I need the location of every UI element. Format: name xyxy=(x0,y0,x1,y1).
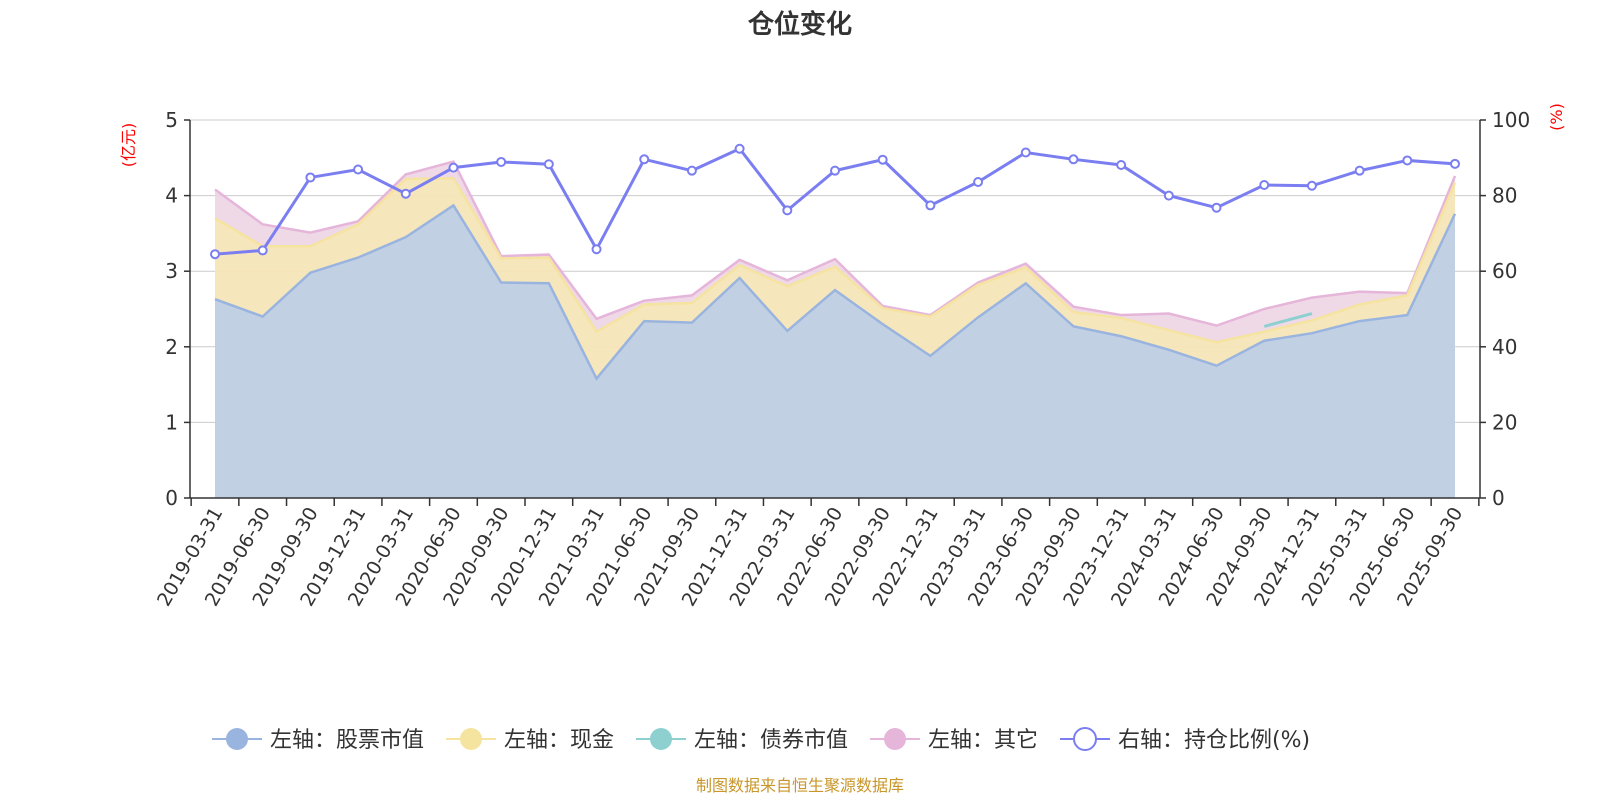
legend-bond: 左轴：债券市值 xyxy=(636,728,848,753)
source-note: 制图数据来自恒生聚源数据库 xyxy=(696,776,904,795)
left-tick-label: 4 xyxy=(165,184,178,208)
right-tick-label: 40 xyxy=(1492,335,1517,359)
right-tick-label: 0 xyxy=(1492,486,1505,510)
cash-area-edge xyxy=(214,176,1457,344)
ratio-point xyxy=(877,154,888,165)
ratio-point xyxy=(1211,202,1222,213)
ratio-point xyxy=(830,165,840,176)
right-tick-label: 100 xyxy=(1492,108,1530,132)
ratio-point xyxy=(1116,159,1127,170)
left-tick-label: 0 xyxy=(165,486,178,510)
stacked-areas xyxy=(214,160,1457,499)
ratio-point xyxy=(782,205,793,216)
legend-marker xyxy=(650,728,672,750)
ratio-point xyxy=(496,156,507,167)
ratio-point xyxy=(1402,155,1413,166)
stock-area xyxy=(215,205,1455,499)
ratio-point xyxy=(1068,154,1079,165)
legend-stock: 左轴：股票市值 xyxy=(212,728,424,753)
ratio-point xyxy=(1450,158,1460,169)
legend: 左轴：股票市值 左轴：现金 左轴：债券市值 左轴：其它 右轴：持仓比例(%) xyxy=(212,727,1310,753)
legend-other: 左轴：其它 xyxy=(870,728,1038,753)
ratio-point xyxy=(734,143,745,154)
chart-title: 仓位变化 xyxy=(747,9,852,40)
left-tick-label: 1 xyxy=(165,410,178,434)
ratio-point xyxy=(973,176,984,187)
legend-label: 左轴：股票市值 xyxy=(270,728,424,753)
other-area-edge xyxy=(214,160,1457,327)
legend-marker xyxy=(226,728,248,750)
legend-cash: 左轴：现金 xyxy=(446,728,614,753)
legend-marker xyxy=(884,728,906,750)
left-tick-label: 2 xyxy=(165,335,178,359)
ratio-point xyxy=(210,249,220,260)
ratio-point xyxy=(353,164,364,175)
ratio-point xyxy=(925,200,936,211)
ratio-point xyxy=(305,172,316,183)
right-tick-label: 60 xyxy=(1492,259,1517,283)
ratio-point xyxy=(591,244,602,255)
bond-segment xyxy=(1263,312,1313,328)
legend-label: 左轴：债券市值 xyxy=(694,728,848,753)
legend-label: 左轴：现金 xyxy=(504,728,614,753)
legend-label: 右轴：持仓比例(%) xyxy=(1118,728,1310,753)
legend-marker xyxy=(460,728,482,750)
legend-ratio: 右轴：持仓比例(%) xyxy=(1060,727,1310,753)
legend-label: 左轴：其它 xyxy=(928,728,1038,753)
ratio-point xyxy=(400,188,411,199)
ratio-line-layer xyxy=(210,143,1460,260)
right-tick-label: 20 xyxy=(1492,410,1517,434)
ratio-point xyxy=(543,159,554,170)
right-tick-label: 80 xyxy=(1492,184,1517,208)
ratio-point xyxy=(448,162,459,173)
legend-marker xyxy=(1073,727,1097,751)
ratio-point xyxy=(686,165,697,176)
ratio-point xyxy=(639,154,650,165)
left-axis-unit: (亿元) xyxy=(119,123,138,168)
left-tick-label: 3 xyxy=(165,259,178,283)
ratio-point xyxy=(1306,180,1317,191)
ratio-point xyxy=(1020,147,1031,158)
right-axis-unit: (%) xyxy=(1547,103,1566,131)
stock-area-edge xyxy=(214,203,1457,381)
ratio-point xyxy=(1259,180,1270,191)
left-tick-label: 5 xyxy=(165,108,178,132)
ratio-point xyxy=(1163,190,1174,201)
ratio-point xyxy=(257,245,268,256)
ratio-point xyxy=(1354,165,1365,176)
